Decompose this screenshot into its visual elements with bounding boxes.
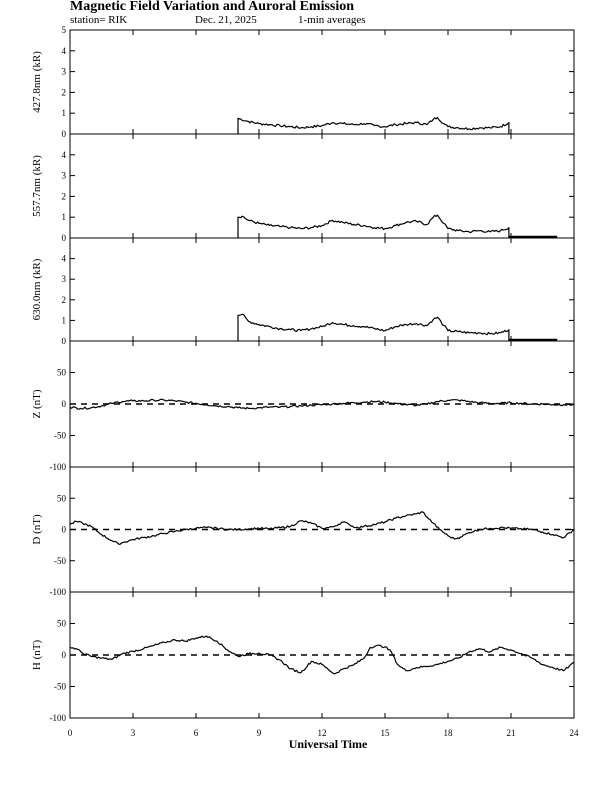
y-tick-label: 4: [62, 46, 67, 56]
y-tick-label: -50: [54, 682, 66, 692]
y-axis-label: 630.0nm (kR): [31, 258, 43, 320]
y-tick-label: 1: [62, 315, 67, 325]
y-tick-label: 50: [57, 619, 67, 629]
y-tick-label: 2: [62, 191, 67, 201]
y-tick-label: 4: [62, 150, 67, 160]
y-tick-label: 5: [62, 25, 67, 35]
panel-frame: [69, 237, 575, 342]
y-tick-label: 50: [57, 368, 67, 378]
date-label: Dec. 21, 2025: [195, 14, 257, 26]
y-tick-label: 50: [57, 493, 67, 503]
x-tick-label: 0: [68, 728, 73, 738]
y-axis-label: Z (nT): [31, 389, 43, 418]
chart-title: Magnetic Field Variation and Auroral Emi…: [70, 0, 354, 14]
station-label: station= RIK: [70, 14, 127, 26]
panel-h: -100 -50 0 50 H (nT): [31, 591, 575, 723]
data-series-line: [69, 635, 575, 675]
x-tick-label: 3: [131, 728, 136, 738]
panel-d: -100 -50 0 50 D (nT): [31, 466, 575, 597]
y-tick-label: 3: [62, 67, 67, 77]
y-axis-label: 557.7nm (kR): [31, 155, 43, 217]
panel-z: -100 -50 0 50 Z (nT): [31, 340, 575, 472]
x-tick-label: 6: [194, 728, 199, 738]
y-axis-label: D (nT): [31, 514, 43, 545]
y-tick-label: 1: [62, 108, 67, 118]
x-tick-label: 18: [444, 728, 454, 738]
y-tick-label: 0: [62, 525, 67, 535]
averaging-label: 1-min averages: [298, 14, 366, 26]
y-tick-label: -100: [50, 587, 67, 597]
x-tick-label: 12: [318, 728, 327, 738]
x-axis-label: Universal Time: [289, 737, 368, 751]
panel-557-7nm: 0 1 2 3 4 557.7nm (kR): [31, 133, 575, 243]
y-tick-label: 2: [62, 295, 67, 305]
y-tick-label: 0: [62, 650, 67, 660]
data-series-line: [237, 313, 510, 341]
panel-427-8nm: 0 1 2 3 4 5 427.8nm (kR): [31, 25, 575, 139]
y-tick-label: 0: [62, 233, 67, 243]
y-axis-label: H (nT): [31, 640, 43, 671]
panel-frame: [69, 466, 575, 593]
y-tick-label: 4: [62, 254, 67, 264]
x-tick-label: 9: [257, 728, 262, 738]
y-tick-label: 0: [62, 129, 67, 139]
y-tick-label: 3: [62, 171, 67, 181]
y-tick-label: -50: [54, 556, 66, 566]
panel-frame: [69, 591, 575, 719]
y-tick-label: 0: [62, 336, 67, 346]
y-tick-label: 3: [62, 274, 67, 284]
data-series-line: [69, 398, 575, 410]
data-series-line: [69, 511, 575, 545]
x-tick-label: 21: [507, 728, 516, 738]
y-tick-label: 0: [62, 399, 67, 409]
data-series-line: [237, 116, 510, 134]
y-axis-label: 427.8nm (kR): [31, 51, 43, 113]
panel-frame: [69, 133, 575, 239]
y-tick-label: -100: [50, 462, 67, 472]
x-tick-label: 24: [570, 728, 580, 738]
y-tick-label: 2: [62, 87, 67, 97]
y-tick-label: -50: [54, 431, 66, 441]
y-tick-label: -100: [50, 713, 67, 723]
x-tick-label: 15: [381, 728, 391, 738]
panel-630-0nm: 0 1 2 3 4 630.0nm (kR): [31, 237, 575, 346]
panel-frame: [69, 29, 575, 135]
data-series-line: [237, 214, 510, 238]
y-tick-label: 1: [62, 212, 67, 222]
